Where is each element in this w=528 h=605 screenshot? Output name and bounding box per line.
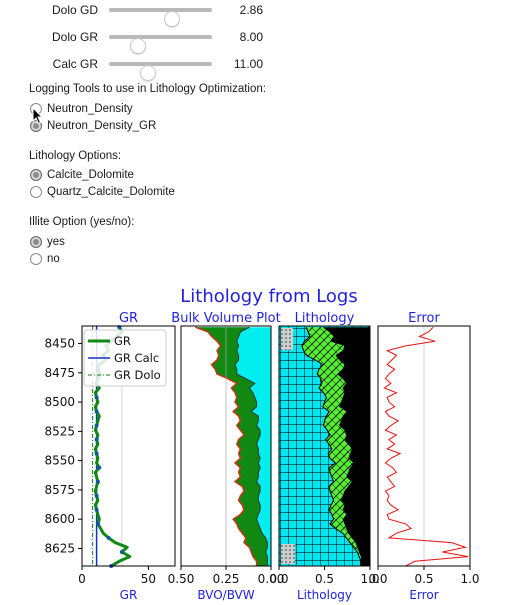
x-tick-label: 0.5: [315, 572, 334, 586]
slider-value: 11.00: [233, 57, 263, 71]
panel-xlabel: Lithology: [297, 588, 352, 602]
gr-point: [95, 521, 100, 526]
y-tick-label: 8625: [44, 541, 75, 555]
x-tick-label: 50: [141, 572, 156, 586]
slider-label: Dolo GR: [51, 30, 98, 44]
panel-xlabel: BVO/BVW: [197, 588, 254, 602]
slider-value: 2.86: [239, 3, 263, 17]
slider-track[interactable]: [109, 35, 212, 54]
gr-point: [94, 437, 99, 442]
gr-point: [119, 549, 124, 554]
radio-label: Calcite_Dolomite: [47, 169, 134, 181]
slider-calc-gr[interactable]: Calc GR 11.00: [0, 54, 300, 81]
y-tick-label: 8525: [44, 424, 75, 438]
gr-point: [94, 409, 99, 414]
error-line: [383, 326, 469, 567]
slider-track[interactable]: [109, 8, 212, 27]
panel-title: Bulk Volume Plot: [171, 311, 280, 326]
panel-xlabel: Error: [409, 588, 438, 602]
legend-box: [83, 329, 167, 387]
slider-handle[interactable]: [140, 65, 157, 81]
x-tick-label: 0.25: [213, 572, 240, 586]
legend-label: GR Dolo: [114, 368, 161, 382]
gr-point: [94, 451, 99, 456]
radio-label: Neutron_Density: [47, 103, 133, 115]
illite-area: [322, 327, 370, 566]
slider-handle[interactable]: [163, 11, 180, 27]
slider-value: 8.00: [239, 30, 263, 44]
gr-point: [94, 423, 99, 428]
logging-tools-label: Logging Tools to use in Lithology Optimi…: [29, 83, 266, 95]
y-tick-label: 8500: [44, 395, 75, 409]
bvo-line: [234, 326, 268, 566]
slider-dolo-gd[interactable]: Dolo GD 2.86: [0, 0, 300, 27]
slider-label: Calc GR: [52, 57, 98, 71]
figure-title: Lithology from Logs: [180, 286, 357, 307]
bvo-area: [195, 327, 268, 566]
panel-title: GR: [119, 311, 138, 326]
radio-circle[interactable]: [30, 253, 42, 265]
gr-point: [97, 465, 102, 470]
lith-line: [301, 327, 362, 566]
slider-track[interactable]: [109, 62, 212, 81]
slider-dolo-gr[interactable]: Dolo GR 8.00: [0, 27, 300, 54]
x-tick-label: 0.5: [414, 572, 433, 586]
panel-title: Lithology: [295, 311, 355, 326]
gr-point: [94, 493, 99, 498]
slider-label: Dolo GD: [51, 3, 98, 17]
x-tick-label: 1.0: [360, 572, 379, 586]
legend-label: GR: [114, 334, 131, 348]
x-tick-label: 1.0: [460, 572, 479, 586]
radio-label: yes: [47, 236, 65, 248]
panel-title: Error: [408, 311, 440, 326]
lithology-options-label: Lithology Options:: [29, 150, 122, 162]
y-tick-label: 8450: [44, 337, 75, 351]
gr-point: [95, 479, 100, 484]
slider-handle[interactable]: [129, 38, 146, 54]
mouse-pointer-icon: [32, 107, 44, 125]
x-tick-label: 0.0: [269, 572, 288, 586]
x-tick-label: 0.50: [168, 572, 195, 586]
radio-label: Neutron_Density_GR: [47, 120, 157, 132]
x-tick-label: 0: [78, 572, 86, 586]
illite-option-label: Illite Option (yes/no):: [29, 216, 135, 228]
y-tick-label: 8475: [44, 366, 75, 380]
dolomite-area: [301, 327, 361, 566]
quartz-area: [281, 544, 295, 564]
legend-label: GR Calc: [114, 351, 159, 365]
y-tick-label: 8550: [44, 454, 75, 468]
radio-label: Quartz_Calcite_Dolomite: [47, 186, 175, 198]
radio-label: no: [47, 253, 60, 265]
radio-circle[interactable]: [30, 236, 42, 248]
radio-circle[interactable]: [30, 186, 42, 198]
quartz-area: [281, 328, 293, 350]
gr-point: [106, 535, 111, 540]
y-tick-label: 8575: [44, 483, 75, 497]
radio-circle[interactable]: [30, 169, 42, 181]
lithology-figure: Lithology from Logs GR GR Calc GR Dolo GR GR…: [44, 286, 479, 602]
gr-point: [94, 507, 99, 512]
panel-frame: [81, 325, 176, 567]
gr-point: [94, 395, 99, 400]
panel-xlabel: GR: [120, 588, 138, 602]
y-tick-label: 8600: [44, 512, 75, 526]
x-tick-label: 0.0: [368, 572, 387, 586]
phi-line: [195, 326, 258, 566]
x-tick-label: 0.00: [258, 572, 285, 586]
